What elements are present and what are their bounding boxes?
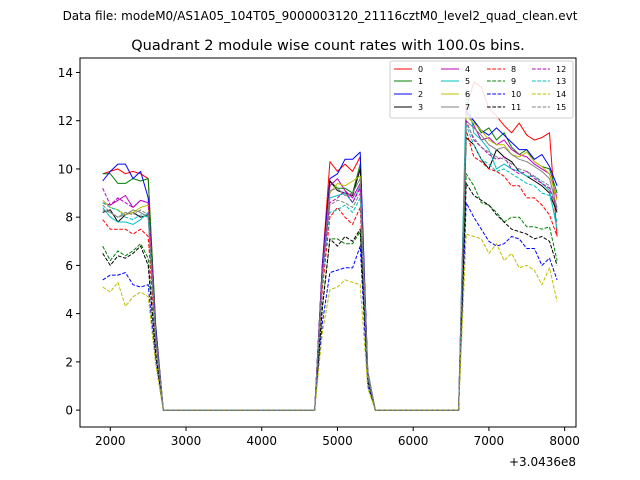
y-tick-label: 0 xyxy=(65,404,73,418)
legend-label-8: 8 xyxy=(511,65,516,74)
x-axis: 2000 3000 4000 5000 6000 7000 8000 xyxy=(95,427,580,448)
legend-label-1: 1 xyxy=(418,77,423,86)
x-tick-label: 8000 xyxy=(549,434,580,448)
y-axis: 0 2 4 6 8 10 12 14 xyxy=(58,66,80,418)
y-tick-label: 14 xyxy=(58,66,73,80)
x-tick-label: 4000 xyxy=(246,434,277,448)
legend-label-12: 12 xyxy=(556,65,566,74)
x-tick-label: 5000 xyxy=(322,434,353,448)
y-tick-label: 8 xyxy=(65,211,73,225)
legend-label-11: 11 xyxy=(511,103,521,112)
legend-label-5: 5 xyxy=(465,77,470,86)
x-tick-label: 3000 xyxy=(171,434,202,448)
y-tick-label: 10 xyxy=(58,162,73,176)
legend-label-4: 4 xyxy=(465,65,470,74)
chart-title: Quadrant 2 module wise count rates with … xyxy=(131,38,525,54)
series-layer xyxy=(102,81,558,411)
legend-label-6: 6 xyxy=(465,90,470,99)
legend-label-0: 0 xyxy=(418,65,423,74)
plot-area: 2000 3000 4000 5000 6000 7000 8000 02468101214… xyxy=(58,57,580,469)
legend-label-14: 14 xyxy=(556,90,566,99)
legend-label-2: 2 xyxy=(418,90,423,99)
series-line-15 xyxy=(102,122,558,411)
file-label: Data file: modeM0/AS1A05_104T05_90000031… xyxy=(63,9,578,23)
x-tick-label: 7000 xyxy=(474,434,505,448)
legend-label-10: 10 xyxy=(511,90,521,99)
plot-frame xyxy=(79,57,577,428)
y-tick-label: 4 xyxy=(65,307,73,321)
y-tick-label: 6 xyxy=(65,259,73,273)
legend-label-7: 7 xyxy=(465,103,470,112)
plot-background xyxy=(80,58,576,427)
legend-label-3: 3 xyxy=(418,103,423,112)
y-tick-label: 2 xyxy=(65,355,73,369)
x-offset-label: +3.0436e8 xyxy=(509,455,576,469)
y-tick-label: 12 xyxy=(58,114,73,128)
legend-label-9: 9 xyxy=(511,77,516,86)
series-line-14 xyxy=(102,233,558,411)
x-tick-label: 6000 xyxy=(398,434,429,448)
x-tick-label: 2000 xyxy=(95,434,126,448)
legend-label-15: 15 xyxy=(556,103,566,112)
legend-frame xyxy=(389,60,574,119)
legend-label-13: 13 xyxy=(556,77,566,86)
